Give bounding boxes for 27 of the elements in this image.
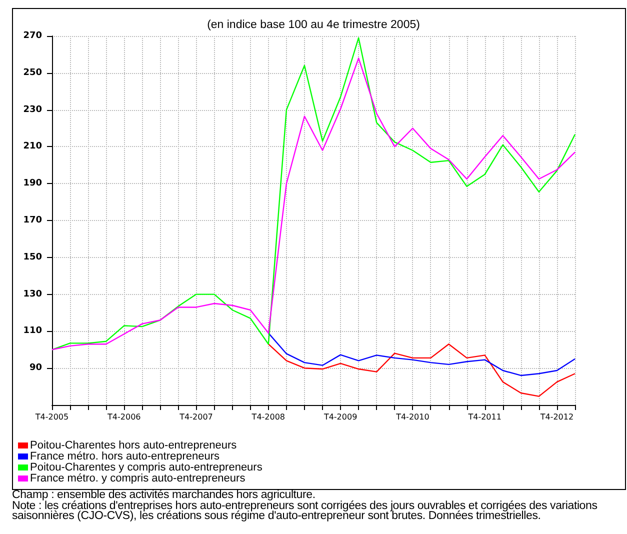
legend-label: France métro. y compris auto-entrepreneurs [30,472,246,484]
legend-label: Poitou-Charentes hors auto-entrepreneurs [30,440,238,452]
y-tick-label: 150 [23,252,42,262]
y-tick-label: 250 [23,68,42,78]
y-tick-label: 110 [23,326,42,336]
y-tick-label: 270 [23,31,42,41]
y-tick-label: 190 [23,178,42,189]
legend-label: Poitou-Charentes y compris auto-entrepreneurs [30,462,263,474]
x-tick-label: T4-2008 [250,412,286,422]
y-tick-label: 210 [23,142,42,152]
x-tick-label: T4-2010 [395,412,430,422]
x-tick-label: T4-2005 [34,412,69,422]
x-tick-label: T4-2006 [106,412,141,422]
x-tick-label: T4-2012 [539,412,574,422]
y-tick-label: 230 [23,104,42,115]
text: Champ : ensemble des activités marchandes hors agriculture. [12,489,316,501]
text: Note : les créations d'entreprises hors auto-entrepreneurs sont corrigées des jours ouvrables et corrigées des variations saisonnières (CJO-CVS), les créations sous régime d'auto-entrepreneur sont brutes. Données trimestrielles. [12,500,598,522]
y-tick-label: 170 [23,216,42,226]
y-tick-label: 90 [29,363,42,374]
chart-title: (en indice base 100 au 4e trimestre 2005) [207,19,420,31]
y-tick-label: 130 [23,289,42,300]
x-tick-label: T4-2007 [178,412,213,422]
x-tick-label: T4-2011 [467,412,502,422]
x-tick-label: T4-2009 [322,412,358,422]
legend-label: France métro. hors auto-entrepreneurs [30,450,220,462]
line-series [268,332,576,376]
line-series [268,344,576,397]
